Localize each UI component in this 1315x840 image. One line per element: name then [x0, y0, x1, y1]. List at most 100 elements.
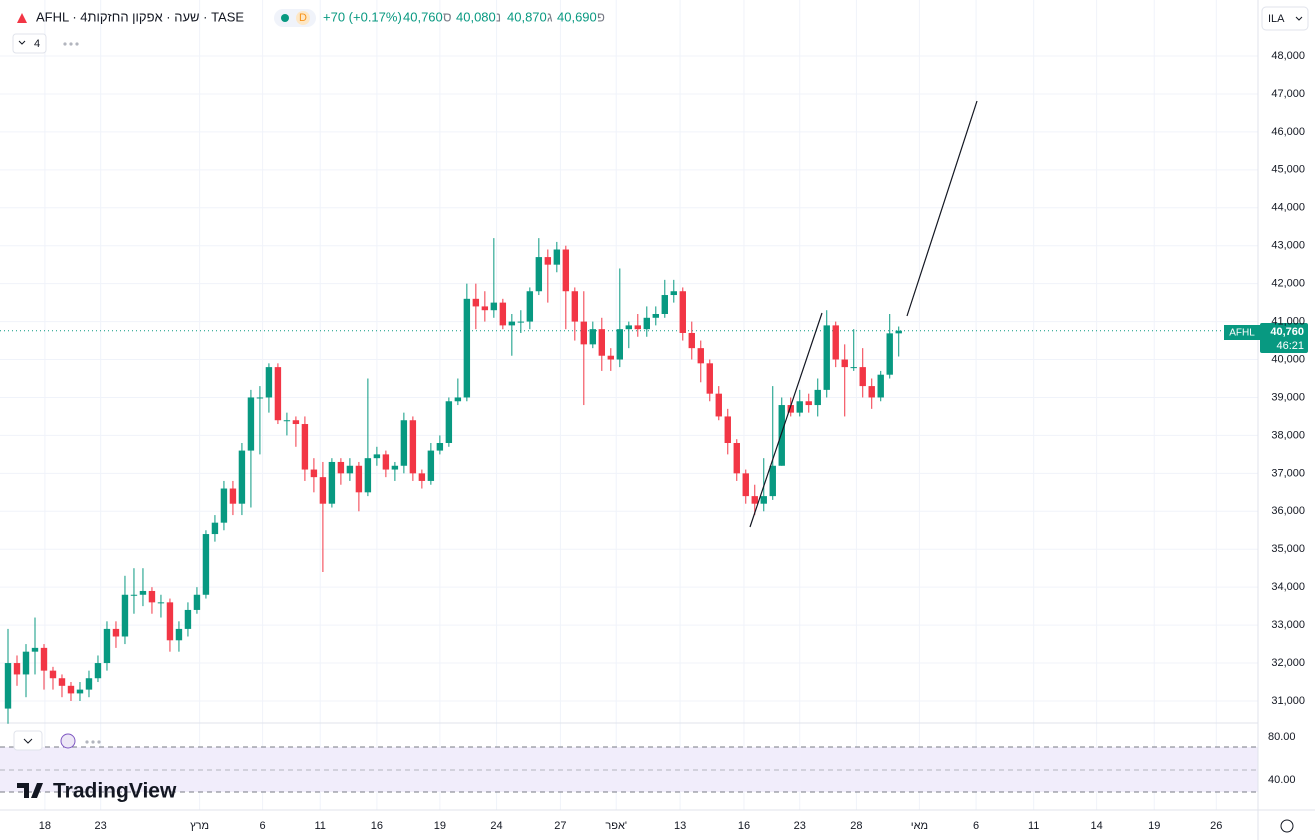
- candle-body: [625, 325, 633, 330]
- candle-body: [238, 450, 246, 504]
- x-tick-label: 27: [554, 820, 566, 832]
- candle-body: [166, 602, 174, 641]
- candle-body: [715, 393, 722, 417]
- candle-body: [886, 333, 893, 375]
- candle-body: [31, 647, 39, 652]
- x-tick-label: 23: [794, 820, 806, 832]
- x-tick-label: 16: [371, 820, 383, 832]
- badge-bg: [296, 11, 310, 25]
- y-tick-label: 39,000: [1271, 391, 1305, 403]
- candle-body: [58, 678, 66, 686]
- price-tag-countdown: 46:21: [1276, 340, 1304, 352]
- more-dots[interactable]: [85, 740, 101, 744]
- candle-body: [724, 416, 731, 443]
- symbol-logo: [17, 13, 27, 23]
- settings-button[interactable]: [1280, 819, 1294, 833]
- candle-body: [337, 461, 345, 474]
- candle-body: [265, 367, 273, 398]
- grid: [0, 0, 1258, 810]
- high-label: ג: [547, 9, 553, 24]
- y-tick-label: 33,000: [1271, 619, 1305, 631]
- candle-body: [535, 257, 543, 292]
- symbol-tag-text: AFHL: [1229, 328, 1255, 339]
- candle-body: [499, 302, 507, 326]
- candles: [0, 238, 1258, 724]
- candle-body: [382, 454, 390, 470]
- y-tick-label: 48,000: [1271, 50, 1305, 62]
- low-value: 40,080: [456, 9, 496, 24]
- y-tick-label: 37,000: [1271, 467, 1305, 479]
- candle-body: [787, 405, 794, 413]
- price-tag-price: 40,760: [1270, 326, 1304, 338]
- interval-toggle[interactable]: [12, 33, 47, 54]
- candle-body: [454, 397, 462, 402]
- indicator-band: [0, 747, 1258, 792]
- indicator-icon[interactable]: [60, 733, 76, 749]
- logo-text[interactable]: TradingView: [53, 780, 177, 803]
- candle-body: [751, 496, 758, 504]
- trend-line[interactable]: [906, 100, 978, 317]
- x-tick-label: 16: [738, 820, 750, 832]
- candle-body: [805, 401, 812, 406]
- candle-body: [859, 367, 866, 387]
- candle-body: [346, 465, 354, 474]
- x-tick-label: 26: [1210, 820, 1222, 832]
- candle-body: [175, 628, 183, 641]
- x-tick-label: 11: [1028, 820, 1039, 832]
- chevron: [1295, 16, 1303, 21]
- y-tick-label: 38,000: [1271, 429, 1305, 441]
- y-tick-label: 31,000: [1271, 695, 1305, 707]
- currency-button[interactable]: [1261, 6, 1309, 31]
- open-value: 40,690: [557, 9, 597, 24]
- x-tick-label: 28: [850, 820, 862, 832]
- candle-body: [706, 363, 713, 394]
- candle-body: [598, 329, 606, 356]
- candle-body: [13, 663, 21, 675]
- candle-body: [742, 473, 749, 497]
- candle-body: [130, 594, 138, 596]
- interval-count: 4: [34, 38, 40, 50]
- candle-body: [661, 295, 668, 314]
- candle-body: [220, 488, 228, 523]
- candle-body: [391, 465, 399, 470]
- candle-body: [121, 594, 129, 637]
- y-tick-label: 41,000: [1271, 315, 1305, 327]
- x-tick-label: 14: [1091, 820, 1103, 832]
- candle-body: [283, 420, 291, 422]
- candle-body: [427, 450, 435, 481]
- pane-toggle[interactable]: [13, 730, 43, 751]
- indicator-tick: 40.00: [1268, 774, 1296, 786]
- y-tick-label: 35,000: [1271, 543, 1305, 555]
- candle-body: [634, 325, 641, 330]
- candle-body: [850, 367, 857, 369]
- candle-body: [589, 329, 597, 345]
- y-tick-label: 47,000: [1271, 88, 1305, 100]
- candle-body: [229, 488, 237, 504]
- candle-body: [103, 628, 111, 664]
- candle-body: [571, 291, 579, 322]
- candle-body: [508, 321, 516, 326]
- low-label: נ: [496, 9, 501, 24]
- candle-body: [490, 302, 498, 311]
- candle-body: [670, 291, 677, 296]
- symbol-line[interactable]: AFHL · 4שעה · אפקון החזקות · TASE: [36, 9, 244, 24]
- candle-body: [769, 465, 776, 497]
- candle-body: [202, 534, 210, 595]
- candle-body: [85, 678, 93, 690]
- chevron: [23, 738, 33, 744]
- y-tick-label: 32,000: [1271, 657, 1305, 669]
- x-tick-label: 6: [973, 820, 979, 832]
- x-tick-label: 18: [39, 820, 51, 832]
- close-value: 40,760: [403, 9, 443, 24]
- candle-body: [274, 367, 282, 421]
- candle-body: [193, 594, 201, 610]
- x-tick-label: מרץ: [190, 820, 209, 832]
- more-dots[interactable]: [63, 42, 79, 46]
- trend-line[interactable]: [749, 312, 823, 528]
- candle-body: [157, 602, 165, 604]
- candle-body: [472, 298, 480, 307]
- candle-body: [310, 469, 318, 478]
- x-tick-label: 23: [95, 820, 107, 832]
